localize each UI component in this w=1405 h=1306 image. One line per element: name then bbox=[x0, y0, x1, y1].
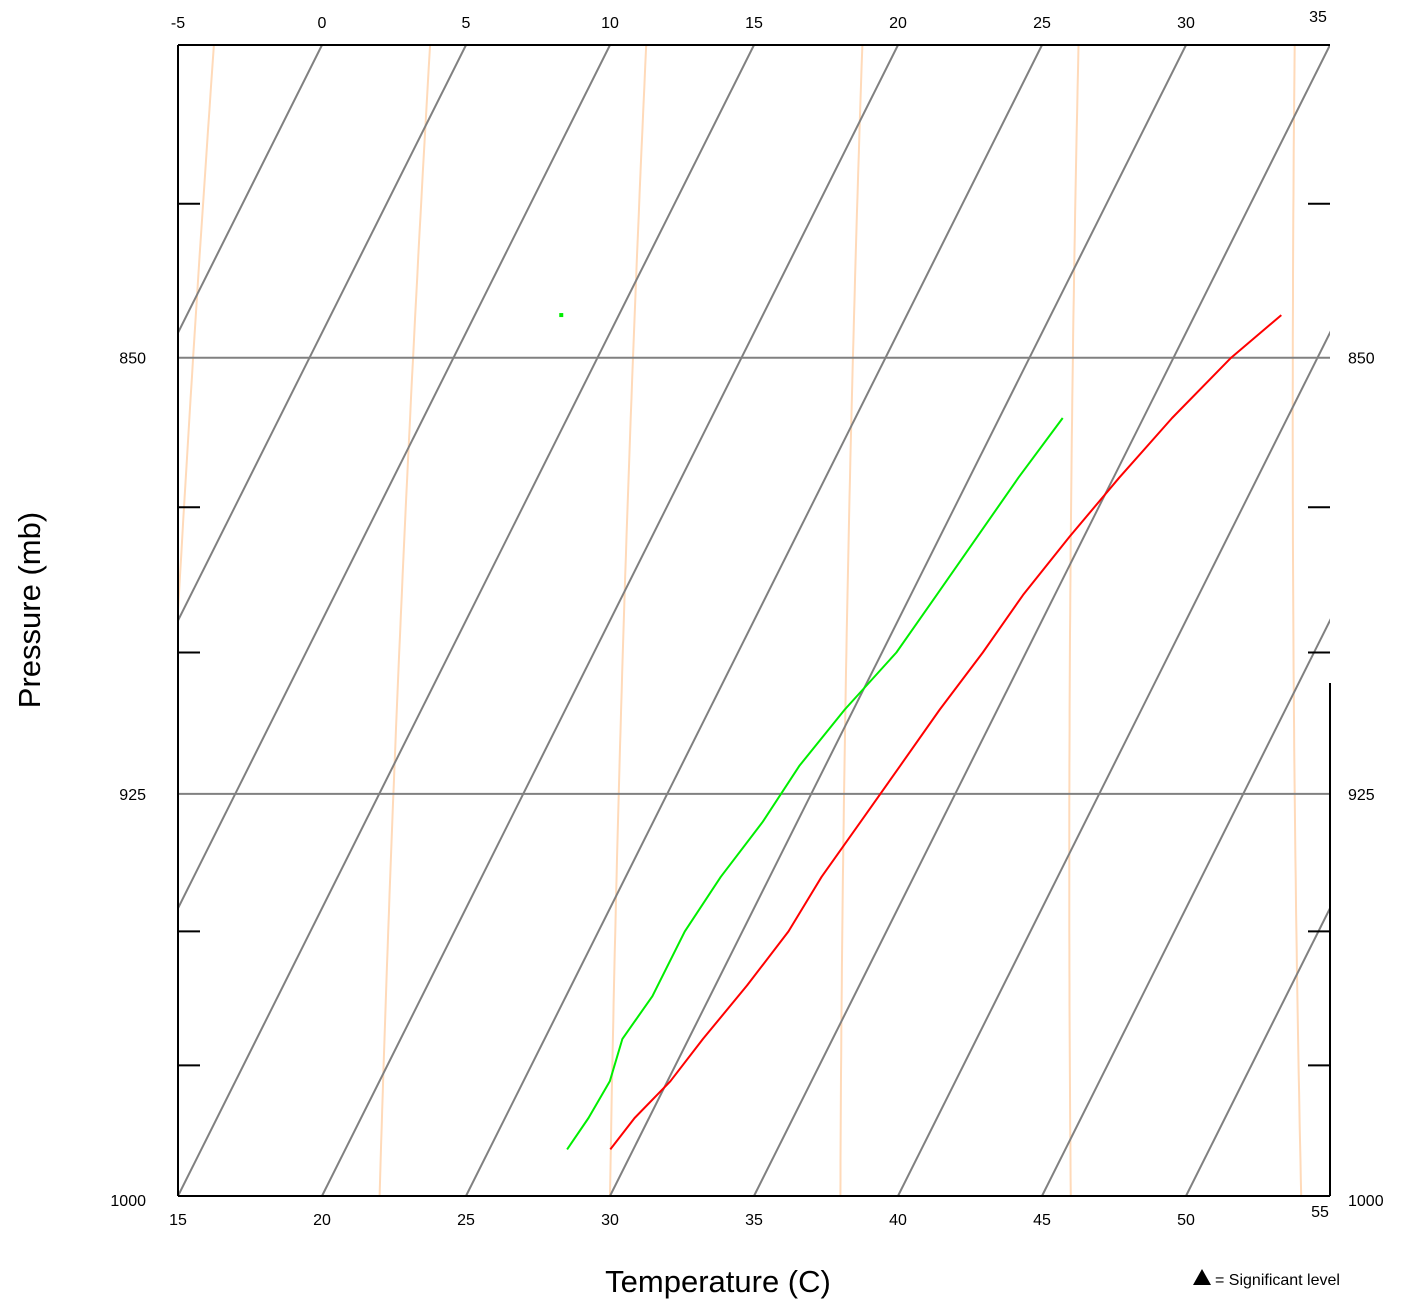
dry-adiabat-line bbox=[178, 45, 215, 630]
dry-adiabat-line bbox=[839, 45, 864, 1196]
isotherm-line bbox=[465, 45, 1043, 1196]
pressure-label-left: 1000 bbox=[110, 1193, 146, 1210]
grid-layer bbox=[178, 45, 1330, 1196]
temperature-label-bottom: 25 bbox=[457, 1212, 475, 1229]
temperature-label-top: 25 bbox=[1033, 15, 1051, 32]
temperature-label-bottom: 45 bbox=[1033, 1212, 1051, 1229]
isotherm-line bbox=[178, 45, 467, 623]
temperature-label-top: 10 bbox=[601, 15, 619, 32]
dry-adiabat-line bbox=[1291, 45, 1303, 1196]
pressure-label-left: 850 bbox=[119, 351, 146, 368]
isotherm-line bbox=[1185, 906, 1330, 1196]
isotherm-line bbox=[897, 330, 1330, 1196]
temperature-curve bbox=[609, 314, 1282, 1151]
temperature-label-top: 15 bbox=[745, 15, 763, 32]
temperature-label-bottom: 20 bbox=[313, 1212, 331, 1229]
temperature-label-bottom: 30 bbox=[601, 1212, 619, 1229]
isotherm-line bbox=[178, 45, 323, 335]
pressure-label-left: 925 bbox=[119, 787, 146, 804]
temperature-label-top: 30 bbox=[1177, 15, 1195, 32]
temperature-label-top: 20 bbox=[889, 15, 907, 32]
temperature-label-top: 0 bbox=[318, 15, 327, 32]
isotherm-line bbox=[178, 45, 611, 911]
dry-adiabat-line bbox=[609, 45, 648, 1196]
series-layer bbox=[559, 313, 1282, 1151]
temperature-label-bottom: 35 bbox=[745, 1212, 763, 1229]
isotherm-line bbox=[1329, 1193, 1330, 1196]
pressure-label-right: 1000 bbox=[1348, 1193, 1384, 1210]
dry-adiabat-line bbox=[1068, 45, 1080, 1196]
y-axis-title: Pressure (mb) bbox=[12, 512, 47, 708]
x-axis-title: Temperature (C) bbox=[605, 1264, 831, 1299]
isotherm-line bbox=[321, 45, 899, 1196]
temperature-label-top: -5 bbox=[171, 15, 185, 32]
dewpoint-curve bbox=[566, 417, 1064, 1150]
legend-text: = Significant level bbox=[1215, 1272, 1340, 1289]
pressure-label-right: 850 bbox=[1348, 351, 1375, 368]
dry-adiabat-line bbox=[378, 45, 432, 1196]
isotherm-line bbox=[753, 45, 1330, 1196]
temperature-label-top: 5 bbox=[462, 15, 471, 32]
pressure-label-right: 925 bbox=[1348, 787, 1375, 804]
isotherm-line bbox=[178, 45, 755, 1196]
significant-level-triangle-icon bbox=[1193, 1269, 1211, 1285]
frame-layer bbox=[177, 44, 1331, 1197]
temperature-label-bottom: 55 bbox=[1311, 1204, 1329, 1221]
temperature-label-top: 35 bbox=[1309, 9, 1327, 26]
temperature-label-bottom: 50 bbox=[1177, 1212, 1195, 1229]
temperature-label-bottom: 40 bbox=[889, 1212, 907, 1229]
isotherm-line bbox=[1041, 618, 1330, 1196]
legend: = Significant level bbox=[1193, 1269, 1340, 1289]
isotherm-line bbox=[609, 45, 1187, 1196]
temperature-label-bottom: 15 bbox=[169, 1212, 187, 1229]
dewpoint-point bbox=[559, 313, 564, 318]
